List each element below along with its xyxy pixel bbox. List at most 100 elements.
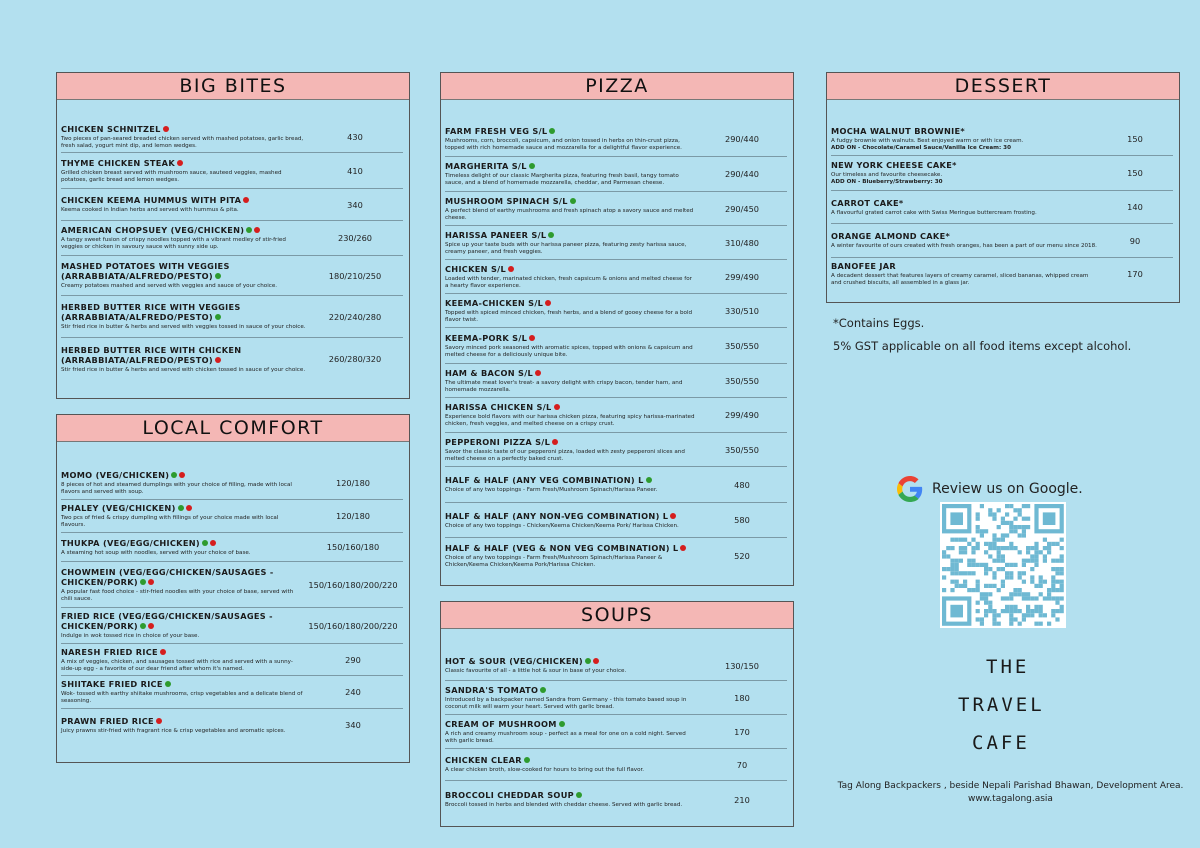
dessert-title: DESSERT: [827, 73, 1179, 100]
menu-item-description: A winter favourite of ours created with …: [831, 243, 1097, 249]
menu-item-info: BANOFEE JAR A decadent dessert that featu…: [831, 261, 1097, 287]
menu-item: PRAWN FRIED RICE Juicy prawns stir-fried …: [61, 709, 403, 741]
menu-item-info: HERBED BUTTER RICE WITH CHICKEN (ARRABBI…: [61, 345, 307, 374]
menu-item-price: 70: [736, 759, 748, 770]
menu-item-description: A mix of veggies, chicken, and sausages …: [61, 658, 293, 672]
menu-item-name: CHICKEN KEEMA HUMMUS WITH PITA: [61, 195, 307, 205]
menu-item-name-text: HERBED BUTTER RICE WITH CHICKEN (ARRABBI…: [61, 344, 242, 365]
menu-item-name: HOT & SOUR (VEG/CHICKEN): [445, 656, 697, 666]
footer-address-block: Tag Along Backpackers , beside Nepali Pa…: [818, 780, 1200, 806]
menu-item-info: FARM FRESH VEG S/L Mushrooms, corn, brocc…: [445, 126, 697, 152]
google-review-label: Review us on Google.: [932, 481, 1083, 497]
menu-item-description: Keema cooked in Indian herbs and served …: [61, 207, 239, 213]
menu-item-name-text: ORANGE ALMOND CAKE*: [831, 231, 951, 241]
menu-item-name-text: AMERICAN CHOPSUEY (VEG/CHICKEN): [61, 225, 245, 235]
menu-item-name: CHICKEN CLEAR: [445, 755, 697, 765]
menu-item-name: KEEMA-PORK S/L: [445, 333, 697, 343]
menu-item-price: 150: [1127, 168, 1143, 178]
logo-line-3: CAFE: [972, 732, 1030, 754]
menu-item: CHICKEN SCHNITZEL Two pieces of pan-seare…: [61, 122, 403, 153]
menu-item-price: 170: [734, 726, 750, 737]
nonveg-dot-icon: [243, 197, 250, 203]
menu-item: NEW YORK CHEESE CAKE* Our timeless and fa…: [831, 156, 1173, 191]
menu-item: CREAM OF MUSHROOM A rich and creamy mushr…: [445, 715, 787, 749]
menu-item-name: AMERICAN CHOPSUEY (VEG/CHICKEN): [61, 225, 307, 235]
menu-item-price: 140: [1127, 202, 1143, 212]
menu-item-info: MUSHROOM SPINACH S/L A perfect blend of e…: [445, 196, 697, 222]
menu-item-name-text: CHOWMEIN (VEG/EGG/CHICKEN/SAUSAGES - CHI…: [61, 566, 274, 587]
menu-item-info: HAM & BACON S/L The ultimate meat lover's…: [445, 368, 697, 394]
footer-website[interactable]: www.tagalong.asia: [968, 794, 1053, 804]
qr-code[interactable]: [940, 502, 1066, 628]
menu-item-price: 150/160/180/200/220: [308, 579, 398, 590]
menu-item-name: MARGHERITA S/L: [445, 161, 697, 171]
menu-item-info: FRIED RICE (VEG/EGG/CHICKEN/SAUSAGES - C…: [61, 611, 303, 640]
menu-item-name-text: KEEMA-CHICKEN S/L: [445, 297, 544, 308]
menu-item-description: Broccoli tossed in herbs and blended wit…: [445, 802, 683, 808]
menu-item-description: Our timeless and favourite cheesecake.: [831, 172, 943, 178]
menu-item: HAM & BACON S/L The ultimate meat lover's…: [445, 364, 787, 398]
menu-item-name: ORANGE ALMOND CAKE*: [831, 231, 1097, 241]
menu-item: MARGHERITA S/L Timeless delight of our cl…: [445, 157, 787, 192]
menu-item-description: The ultimate meat lover's treat- a savor…: [445, 379, 683, 393]
menu-item-price: 330/510: [724, 305, 759, 316]
google-review[interactable]: Review us on Google.: [897, 476, 1083, 502]
menu-item-price: 90: [1129, 235, 1141, 246]
big-bites-list: CHICKEN SCHNITZEL Two pieces of pan-seare…: [57, 100, 409, 380]
menu-item-name: CARROT CAKE*: [831, 198, 1097, 208]
menu-item-info: HALF & HALF (VEG & NON VEG COMBINATION) …: [445, 543, 697, 569]
menu-item-description: Savory minced pork seasoned with aromati…: [445, 344, 693, 358]
menu-item-info: SANDRA'S TOMATO Introduced by a backpacke…: [445, 685, 697, 711]
logo-line-2: TRAVEL: [958, 694, 1045, 716]
menu-item: ORANGE ALMOND CAKE* A winter favourite of…: [831, 224, 1173, 258]
menu-item-price: 290/440: [724, 134, 759, 144]
veg-dot-icon: [523, 757, 530, 763]
menu-item-name: CHOWMEIN (VEG/EGG/CHICKEN/SAUSAGES - CHI…: [61, 567, 303, 587]
menu-item-name: PEPPERONI PIZZA S/L: [445, 437, 697, 447]
nonveg-dot-icon: [147, 578, 154, 585]
pizza-list: FARM FRESH VEG S/L Mushrooms, corn, brocc…: [441, 100, 793, 574]
travel-cafe-logo: THE TRAVEL CAFE: [958, 648, 1045, 762]
veg-dot-icon: [214, 273, 221, 279]
veg-dot-icon: [540, 686, 547, 693]
veg-dot-icon: [139, 623, 146, 629]
menu-item-name: HAM & BACON S/L: [445, 368, 697, 378]
menu-item-price: 150/160/180/200/220: [308, 620, 398, 631]
menu-item: CHICKEN CLEAR A clear chicken broth, slow…: [445, 749, 787, 781]
menu-item-info: CHICKEN KEEMA HUMMUS WITH PITA Keema cook…: [61, 195, 307, 214]
menu-item-name: CHICKEN SCHNITZEL: [61, 124, 307, 134]
menu-item-price: 480: [734, 479, 750, 490]
footer-address: Tag Along Backpackers , beside Nepali Pa…: [837, 781, 1184, 791]
menu-item: PEPPERONI PIZZA S/L Savor the classic tas…: [445, 433, 787, 467]
nonveg-dot-icon: [209, 539, 216, 546]
menu-item-name-text: CHICKEN CLEAR: [445, 755, 522, 765]
menu-item-description: Savor the classic taste of our pepperoni…: [445, 448, 685, 462]
menu-item-price: 580: [734, 515, 750, 525]
pizza-title: PIZZA: [441, 73, 793, 100]
menu-item-description: A fudgy brownie with walnuts. Best enjoy…: [831, 137, 1024, 144]
menu-item-description: A clear chicken broth, slow-cooked for h…: [445, 767, 645, 773]
menu-item-name-text: PHALEY (VEG/CHICKEN): [61, 503, 176, 513]
veg-dot-icon: [214, 314, 221, 320]
menu-item-price: 120/180: [335, 477, 370, 488]
nonveg-dot-icon: [552, 438, 559, 445]
menu-item-description: Topped with spiced minced chicken, fresh…: [445, 309, 693, 323]
nonveg-dot-icon: [179, 471, 186, 478]
menu-item-price: 350/550: [724, 340, 759, 351]
menu-item-description: Choice of any two toppings - Chicken/Kee…: [445, 522, 679, 529]
menu-item-price: 120/180: [335, 511, 370, 521]
menu-item-name: MOMO (VEG/CHICKEN): [61, 470, 303, 480]
menu-item-name: HARISSA CHICKEN S/L: [445, 402, 697, 412]
menu-item-info: NARESH FRIED RICE A mix of veggies, chick…: [61, 647, 303, 673]
menu-item-info: CHOWMEIN (VEG/EGG/CHICKEN/SAUSAGES - CHI…: [61, 567, 303, 603]
nonveg-dot-icon: [162, 126, 169, 132]
local-comfort-panel: LOCAL COMFORT MOMO (VEG/CHICKEN) 8 pieces…: [56, 414, 410, 763]
menu-item-info: KEEMA-PORK S/L Savory minced pork seasone…: [445, 333, 697, 359]
menu-item-price: 290/440: [724, 169, 759, 179]
menu-item-info: PRAWN FRIED RICE Juicy prawns stir-fried …: [61, 716, 303, 735]
veg-dot-icon: [139, 578, 146, 585]
menu-item: HALF & HALF (ANY VEG COMBINATION) L Choic…: [445, 467, 787, 503]
menu-item-name-text: NARESH FRIED RICE: [61, 646, 158, 657]
menu-item-name-text: BANOFEE JAR: [831, 260, 897, 271]
